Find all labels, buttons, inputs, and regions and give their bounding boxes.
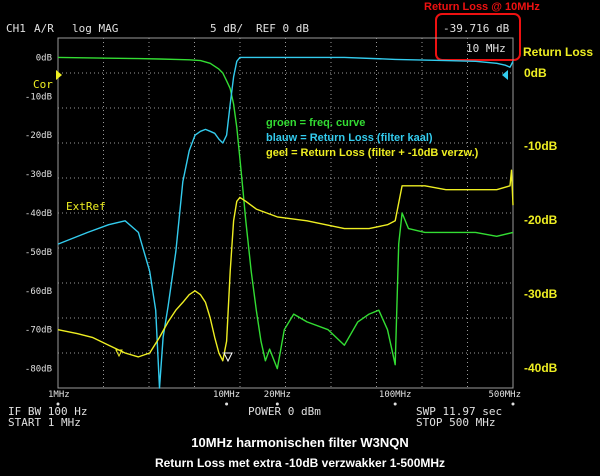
scale-label: 5 dB/ [210, 22, 243, 35]
caption-title: 10MHz harmonischen filter W3NQN [191, 435, 408, 450]
ref-level-marker-left [56, 70, 62, 80]
ref-label: REF 0 dB [256, 22, 309, 35]
x-tick-dot [511, 402, 515, 406]
x-tick-dot [275, 402, 279, 406]
plot-grid [57, 37, 514, 389]
power-label: POWER 0 dBm [248, 405, 321, 418]
legend-cyan: blauw = Return Loss (filter kaal) [266, 132, 433, 144]
marker-title: Return Loss @ 10MHz [424, 1, 540, 13]
format-label: log MAG [72, 22, 118, 35]
marker-triangle-yellow [223, 352, 233, 363]
right-axis-title: Return Loss [523, 45, 593, 59]
x-tick-dot [56, 402, 60, 406]
ifbw-label: IF BW 100 Hz [8, 405, 87, 418]
right-axis-tick-label: -10dB [524, 139, 558, 153]
left-axis-tick-label: -60dB [25, 287, 52, 297]
left-axis-tick-label: 0dB [36, 53, 52, 63]
right-axis-labels: 0dB -10dB -20dB -30dB -40dB [524, 66, 558, 375]
marker-value: -39.716 dB [443, 22, 510, 35]
mode-label: A/R [34, 22, 54, 35]
x-tick-dot [225, 402, 229, 406]
cor-label: Cor [33, 78, 53, 91]
ref-level-marker-right [502, 70, 508, 80]
x-axis-tick-label: 500MHz [488, 390, 521, 400]
legend-green: groen = freq. curve [266, 117, 365, 129]
marker-triangle-ref [115, 349, 123, 358]
right-axis-tick-label: -40dB [524, 361, 558, 375]
x-axis-tick-label: 100MHz [379, 390, 412, 400]
trace-green [57, 56, 514, 370]
right-axis-tick-label: -30dB [524, 287, 558, 301]
sweep-time-label: SWP 11.97 sec [416, 405, 502, 418]
left-axis-tick-label: -50dB [25, 248, 52, 258]
right-axis-tick-label: 0dB [524, 66, 547, 80]
marker-freq: 10 MHz [466, 42, 506, 55]
x-axis-tick-label: 1MHz [48, 390, 70, 400]
left-axis-tick-label: -20dB [25, 131, 52, 141]
x-tick-dot [393, 402, 397, 406]
left-axis-tick-label: -10dB [25, 92, 52, 102]
trace-yellow [57, 169, 514, 362]
start-label: START 1 MHz [8, 416, 81, 429]
left-axis-labels: 0dB -10dB -20dB -30dB -40dB -50dB -60dB -70dB -8… [25, 53, 52, 374]
x-axis-tick-label: 10MHz [213, 390, 240, 400]
left-axis-tick-label: -30dB [25, 170, 52, 180]
left-axis-tick-label: -40dB [25, 209, 52, 219]
x-axis-labels: 1MHz 10MHz 20MHz 100MHz 500MHz [48, 390, 521, 406]
traces [57, 56, 514, 389]
x-axis-tick-label: 20MHz [264, 390, 291, 400]
left-axis-tick-label: -70dB [25, 326, 52, 336]
channel-label: CH1 [6, 22, 26, 35]
stop-label: STOP 500 MHz [416, 416, 495, 429]
caption-subtitle: Return Loss met extra -10dB verzwakker 1… [155, 456, 445, 470]
extref-label: ExtRef [66, 200, 106, 213]
trace-cyan [57, 56, 514, 389]
marker-highlight-box [435, 13, 521, 61]
left-axis-tick-label: -80dB [25, 365, 52, 375]
legend-yellow: geel = Return Loss (filter + -10dB verzw… [266, 147, 479, 159]
right-axis-tick-label: -20dB [524, 213, 558, 227]
